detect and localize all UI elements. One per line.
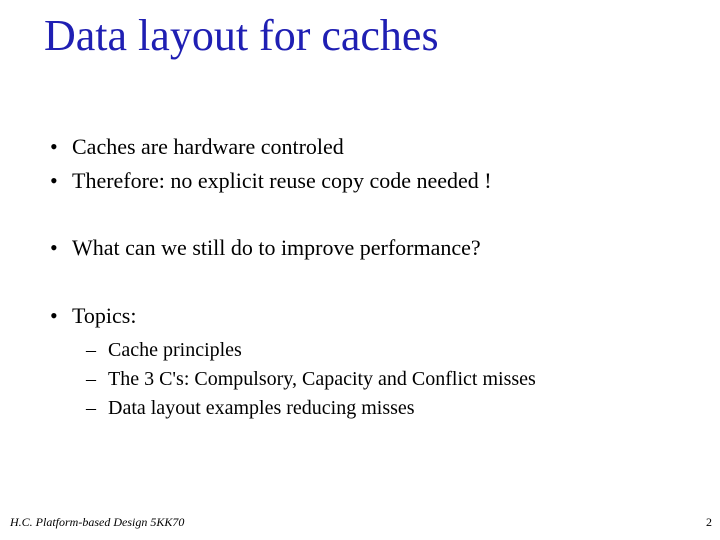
spacer — [44, 199, 684, 233]
bullet-text: Therefore: no explicit reuse copy code n… — [72, 168, 492, 193]
sub-bullet-text: Cache principles — [108, 339, 242, 361]
sub-bullet-item: Data layout examples reducing misses — [82, 395, 684, 422]
bullet-item: What can we still do to improve performa… — [44, 233, 684, 263]
bullet-item-topics: Topics: Cache principles The 3 C's: Comp… — [44, 301, 684, 422]
sub-bullet-item: Cache principles — [82, 337, 684, 364]
topics-label: Topics: — [72, 303, 136, 328]
sub-bullet-text: The 3 C's: Compulsory, Capacity and Conf… — [108, 368, 536, 390]
bullet-list: Caches are hardware controled Therefore:… — [44, 132, 684, 195]
bullet-item: Therefore: no explicit reuse copy code n… — [44, 166, 684, 196]
sub-bullet-list: Cache principles The 3 C's: Compulsory, … — [72, 337, 684, 422]
bullet-item: Caches are hardware controled — [44, 132, 684, 162]
slide: Data layout for caches Caches are hardwa… — [0, 0, 720, 540]
bullet-text: Caches are hardware controled — [72, 134, 344, 159]
footer-left: H.C. Platform-based Design 5KK70 — [10, 515, 184, 530]
bullet-list: What can we still do to improve performa… — [44, 233, 684, 263]
sub-bullet-text: Data layout examples reducing misses — [108, 397, 415, 419]
sub-bullet-item: The 3 C's: Compulsory, Capacity and Conf… — [82, 366, 684, 393]
slide-title: Data layout for caches — [44, 12, 439, 60]
slide-body: Caches are hardware controled Therefore:… — [44, 132, 684, 426]
page-number: 2 — [706, 515, 712, 530]
bullet-text: What can we still do to improve performa… — [72, 235, 481, 260]
bullet-list: Topics: Cache principles The 3 C's: Comp… — [44, 301, 684, 422]
spacer — [44, 267, 684, 301]
